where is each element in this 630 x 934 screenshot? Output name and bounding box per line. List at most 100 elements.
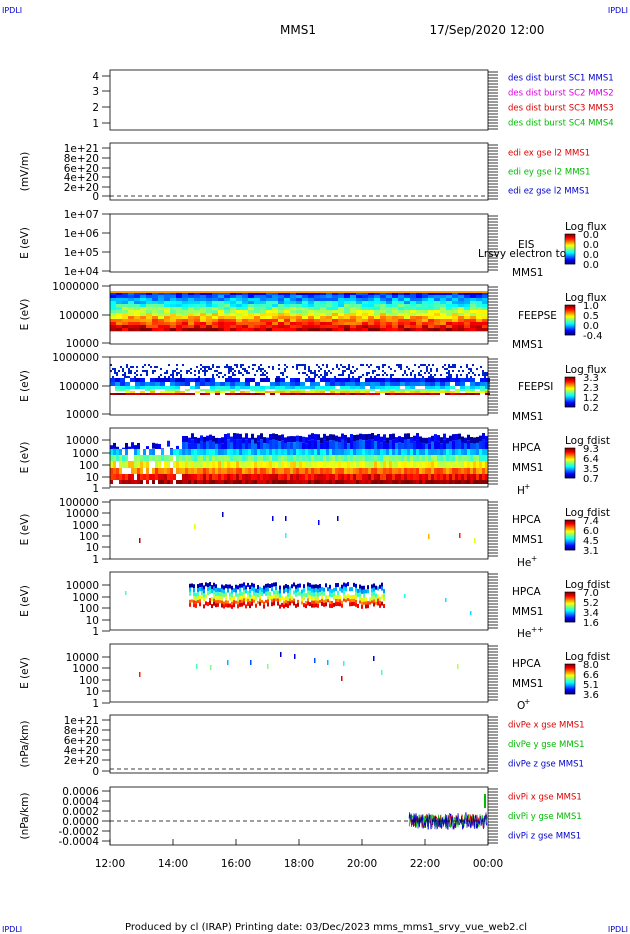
heatmap-cell xyxy=(347,468,350,474)
heatmap-cell xyxy=(365,386,370,389)
heatmap-cell xyxy=(248,328,254,332)
x-tick-label: 00:00 xyxy=(473,858,503,870)
heatmap-cell xyxy=(179,474,182,480)
heatmap-cell xyxy=(355,587,357,592)
heatmap-cell xyxy=(209,468,212,474)
heatmap-cell xyxy=(264,374,266,376)
heatmap-cell xyxy=(374,316,380,320)
heatmap-cell xyxy=(122,307,128,311)
colorbar-step xyxy=(565,234,575,236)
heatmap-cell xyxy=(380,292,386,296)
heatmap-cell xyxy=(272,474,275,480)
heatmap-cell xyxy=(170,301,176,305)
heatmap-cell xyxy=(374,468,377,474)
heatmap-cell xyxy=(260,368,262,370)
heatmap-cell xyxy=(440,319,446,323)
heatmap-cell xyxy=(338,319,344,323)
heatmap-cell xyxy=(390,393,395,395)
heatmap-cell xyxy=(135,389,140,391)
heatmap-cell xyxy=(186,370,188,372)
heatmap-cell xyxy=(265,587,267,592)
heatmap-cell xyxy=(287,588,289,593)
heatmap-cell xyxy=(182,322,188,326)
heatmap-cell xyxy=(449,441,452,449)
instrument-name: FEEPSI xyxy=(518,381,553,393)
heatmap-cell xyxy=(350,304,356,308)
heatmap-cell xyxy=(338,328,344,332)
heatmap-cell xyxy=(410,455,413,461)
colorbar-step xyxy=(565,450,575,452)
heatmap-cell xyxy=(355,382,360,386)
heatmap-cell xyxy=(116,480,119,484)
y-tick-label: 100000 xyxy=(59,310,99,322)
heatmap-cell xyxy=(197,474,200,480)
heatmap-cell xyxy=(120,393,125,395)
heatmap-cell xyxy=(323,468,326,474)
heatmap-cell xyxy=(290,386,295,389)
heatmap-cell xyxy=(374,455,377,461)
heatmap-cell xyxy=(413,449,416,455)
heatmap-cell xyxy=(166,370,168,372)
heatmap-cell xyxy=(377,433,380,440)
heatmap-cell xyxy=(296,461,299,468)
heatmap-cell xyxy=(300,393,305,395)
heatmap-cell xyxy=(480,391,485,393)
heatmap-cell xyxy=(131,448,134,449)
heatmap-cell xyxy=(254,298,260,302)
colorbar-step xyxy=(565,530,575,532)
heatmap-cell xyxy=(113,461,116,468)
heatmap-cell xyxy=(236,433,239,440)
colorbar-step xyxy=(565,528,575,530)
heatmap-cell xyxy=(212,461,215,468)
heatmap-cell xyxy=(329,600,331,604)
heatmap-cell xyxy=(122,313,128,317)
heatmap-cell xyxy=(415,382,420,386)
heatmap-cell xyxy=(308,301,314,305)
heatmap-cell xyxy=(290,391,295,393)
heatmap-cell xyxy=(326,295,332,299)
heatmap-cell xyxy=(228,376,230,378)
heatmap-cell xyxy=(206,328,212,332)
heatmap-cell xyxy=(440,316,446,320)
colorbar-step xyxy=(565,464,575,466)
colorbar xyxy=(564,233,576,265)
heatmap-cell xyxy=(131,455,134,461)
heatmap-cell xyxy=(260,391,265,393)
heatmap-cell xyxy=(386,292,392,296)
heatmap-cell xyxy=(122,368,124,370)
heatmap-cell xyxy=(227,584,229,589)
heatmap-cell xyxy=(415,386,420,389)
heatmap-cell xyxy=(259,601,261,606)
heatmap-cell xyxy=(428,292,434,296)
heatmap-cell xyxy=(182,328,188,332)
heatmap-cell xyxy=(237,597,239,602)
heatmap-cell xyxy=(219,588,221,593)
heatmap-cell xyxy=(350,325,356,329)
heatmap-cell xyxy=(194,298,200,302)
heatmap-cell xyxy=(350,461,353,468)
heatmap-cell xyxy=(136,366,138,368)
heatmap-cell xyxy=(296,313,302,317)
heatmap-cell xyxy=(440,298,446,302)
heatmap-cell xyxy=(242,364,244,366)
heatmap-cell xyxy=(446,376,448,378)
heatmap-cell xyxy=(305,386,310,389)
heatmap-cell xyxy=(430,386,435,389)
heatmap-cell xyxy=(470,386,475,389)
heatmap-cell xyxy=(152,370,154,372)
heatmap-cell xyxy=(134,449,137,455)
colorbar-step xyxy=(565,249,575,251)
heatmap-cell xyxy=(321,601,323,606)
heatmap-cell xyxy=(473,443,476,449)
heatmap-cell xyxy=(302,313,308,317)
heatmap-cell xyxy=(142,370,144,372)
heatmap-cell xyxy=(116,295,122,299)
heatmap-cell xyxy=(458,322,464,326)
heatmap-cell xyxy=(239,480,242,484)
heatmap-cell xyxy=(290,455,293,461)
heatmap-cell xyxy=(404,295,410,299)
heatmap-cell xyxy=(338,455,341,461)
heatmap-cell xyxy=(345,583,347,588)
heatmap-cell xyxy=(335,393,340,395)
heatmap-cell xyxy=(470,328,476,332)
